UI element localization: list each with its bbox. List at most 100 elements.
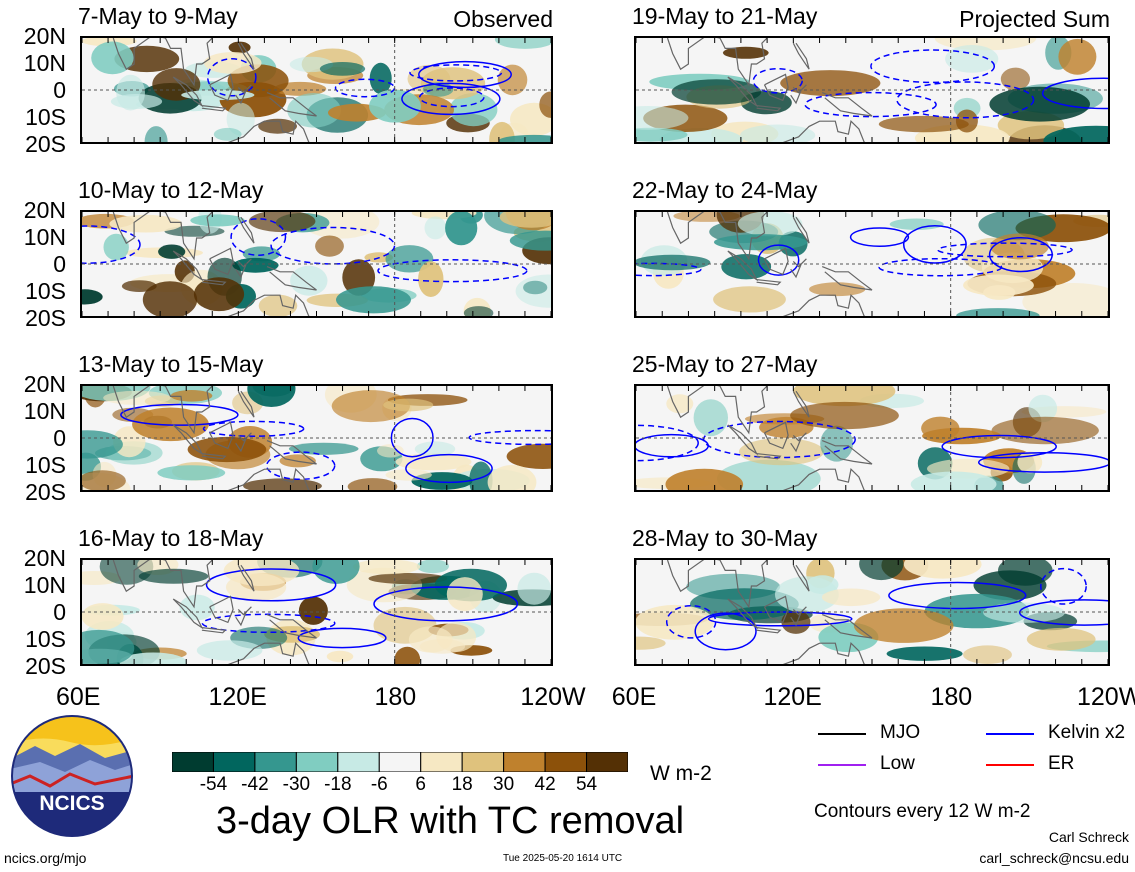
olr-anomaly-blob — [1026, 627, 1096, 651]
kelvin-contour — [401, 82, 501, 116]
lon-tick-label: 120W — [520, 683, 586, 711]
olr-anomaly-blob — [497, 64, 528, 96]
olr-anomaly-blob — [636, 106, 689, 130]
olr-anomaly-blob — [499, 212, 551, 228]
kelvin-contour — [120, 403, 239, 426]
colorbar-tick-label: -18 — [324, 774, 352, 795]
olr-anomaly-blob — [424, 216, 447, 240]
lat-tick-label: 10S — [25, 278, 66, 304]
olr-anomaly-blob — [809, 282, 866, 297]
olr-anomaly-blob — [258, 118, 297, 134]
olr-anomaly-blob — [781, 610, 811, 634]
olr-map-panel — [80, 558, 553, 666]
olr-anomaly-blob — [494, 38, 551, 49]
kelvin-contour — [878, 257, 1003, 277]
olr-anomaly-blob — [248, 212, 316, 233]
kelvin-contour — [636, 424, 699, 462]
coastline — [666, 386, 873, 490]
kelvin-contour — [757, 244, 800, 276]
olr-anomaly-blob — [636, 254, 711, 271]
olr-anomaly-blob — [352, 560, 421, 575]
panel-title: 16-May to 18-May — [78, 525, 264, 551]
colorbar-tick-label: 18 — [451, 774, 473, 795]
lat-tick-label: 20S — [25, 653, 66, 679]
kelvin-contour — [694, 612, 757, 651]
olr-anomaly-blob — [737, 212, 803, 237]
olr-map-panel — [634, 210, 1110, 318]
kelvin-contour — [373, 586, 519, 622]
kelvin-contour — [409, 64, 503, 82]
olr-anomaly-blob — [312, 560, 360, 584]
lat-tick-label: 0 — [53, 251, 66, 277]
lat-tick-label: 10S — [25, 626, 66, 652]
colorbar-tick-label: 6 — [415, 774, 427, 795]
olr-anomaly-blob — [821, 588, 881, 607]
chart-title: 3-day OLR with TC removal — [216, 800, 685, 842]
olr-anomaly-blob — [113, 426, 146, 458]
olr-anomaly-blob — [665, 468, 744, 490]
kelvin-contour — [206, 58, 257, 97]
olr-anomaly-blob — [889, 218, 944, 230]
olr-anomaly-blob — [288, 442, 359, 455]
legend-line — [818, 764, 866, 766]
olr-anomaly-blob — [109, 214, 183, 233]
email[interactable]: carl_schreck@ncsu.edu — [979, 850, 1129, 866]
olr-anomaly-blob — [226, 102, 255, 136]
kelvin-contour — [665, 604, 717, 639]
olr-anomaly-blob — [138, 568, 209, 584]
kelvin-contour — [902, 225, 967, 264]
kelvin-contour — [849, 227, 910, 247]
coastline — [112, 560, 317, 664]
olr-anomaly-blob — [179, 594, 215, 621]
panel-title: 28-May to 30-May — [632, 525, 818, 551]
olr-anomaly-blob — [416, 560, 449, 574]
colorbar-tick-label: -6 — [370, 774, 388, 795]
colorbar-swatch — [544, 751, 588, 773]
ncics-logo: NCICS — [10, 714, 134, 838]
kelvin-contour — [418, 87, 485, 108]
olr-anomaly-blob — [82, 470, 126, 490]
olr-anomaly-blob — [910, 471, 997, 490]
panel-title: 25-May to 27-May — [632, 351, 818, 377]
olr-anomaly-blob — [978, 212, 1056, 241]
olr-anomaly-blob — [945, 45, 999, 73]
lat-tick-label: 10N — [23, 398, 66, 424]
olr-anomaly-blob — [989, 86, 1090, 122]
panel-title: 22-May to 24-May — [632, 177, 818, 203]
olr-anomaly-blob — [203, 52, 262, 74]
kelvin-contour — [941, 434, 1057, 459]
kelvin-contour — [752, 67, 803, 94]
kelvin-contour — [230, 218, 287, 256]
coastline — [112, 212, 317, 316]
colorbar-tick-label: -30 — [282, 774, 311, 795]
kelvin-contour — [888, 581, 1027, 610]
lon-tick-label: 120E — [208, 683, 267, 711]
olr-anomaly-blob — [853, 608, 954, 643]
olr-anomaly-blob — [213, 127, 242, 141]
colorbar-tick-label: 54 — [575, 774, 598, 795]
coastline — [666, 560, 873, 664]
panel-tag: Projected Sum — [959, 6, 1110, 32]
olr-anomaly-blob — [383, 398, 434, 412]
lon-tick-label: 60E — [611, 683, 657, 711]
olr-anomaly-blob — [252, 386, 295, 397]
panel-tag: Observed — [453, 6, 553, 32]
olr-anomaly-blob — [636, 127, 688, 142]
olr-anomaly-blob — [636, 604, 714, 640]
olr-anomaly-blob — [716, 459, 821, 490]
site-url[interactable]: ncics.org/mjo — [4, 850, 87, 866]
olr-anomaly-blob — [963, 645, 1012, 664]
olr-anomaly-blob — [368, 573, 448, 584]
olr-anomaly-blob — [780, 70, 881, 97]
lat-tick-label: 20S — [25, 131, 66, 157]
olr-anomaly-blob — [315, 235, 344, 257]
olr-anomaly-blob — [157, 465, 226, 481]
lat-tick-label: 10N — [23, 224, 66, 250]
kelvin-contour — [82, 225, 141, 264]
olr-anomaly-blob — [142, 281, 198, 316]
olr-anomaly-blob — [418, 261, 444, 297]
olr-anomaly-blob — [739, 438, 824, 466]
lat-tick-label: 10N — [23, 572, 66, 598]
olr-anomaly-blob — [187, 436, 267, 463]
lat-tick-label: 20N — [23, 545, 66, 571]
